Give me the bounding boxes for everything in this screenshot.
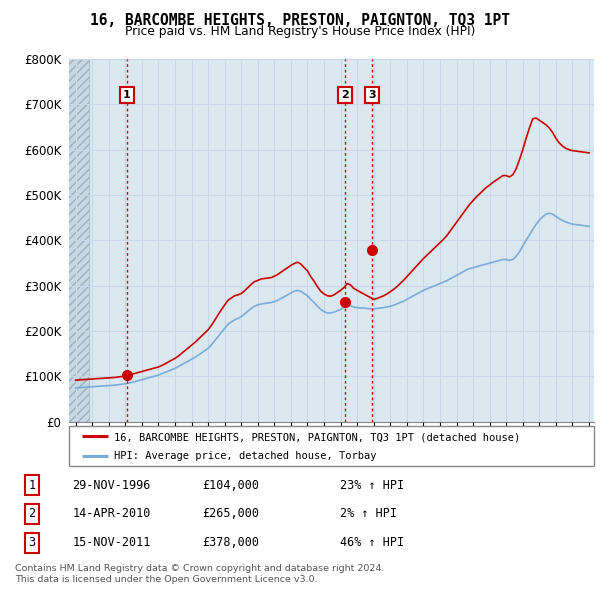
Text: £378,000: £378,000 [202, 536, 259, 549]
Text: Contains HM Land Registry data © Crown copyright and database right 2024.: Contains HM Land Registry data © Crown c… [15, 564, 385, 573]
Text: 2% ↑ HPI: 2% ↑ HPI [340, 507, 397, 520]
FancyBboxPatch shape [69, 426, 594, 466]
Text: 1: 1 [29, 478, 36, 491]
Text: 15-NOV-2011: 15-NOV-2011 [73, 536, 151, 549]
Text: 3: 3 [368, 90, 376, 100]
Text: This data is licensed under the Open Government Licence v3.0.: This data is licensed under the Open Gov… [15, 575, 317, 584]
Text: Price paid vs. HM Land Registry's House Price Index (HPI): Price paid vs. HM Land Registry's House … [125, 25, 475, 38]
Text: HPI: Average price, detached house, Torbay: HPI: Average price, detached house, Torb… [113, 451, 376, 461]
Text: 29-NOV-1996: 29-NOV-1996 [73, 478, 151, 491]
Text: 1: 1 [123, 90, 131, 100]
Text: 23% ↑ HPI: 23% ↑ HPI [340, 478, 404, 491]
Text: £265,000: £265,000 [202, 507, 259, 520]
Text: 2: 2 [341, 90, 349, 100]
Text: 16, BARCOMBE HEIGHTS, PRESTON, PAIGNTON, TQ3 1PT (detached house): 16, BARCOMBE HEIGHTS, PRESTON, PAIGNTON,… [113, 432, 520, 442]
Text: 3: 3 [29, 536, 36, 549]
Text: 46% ↑ HPI: 46% ↑ HPI [340, 536, 404, 549]
Text: 14-APR-2010: 14-APR-2010 [73, 507, 151, 520]
Bar [67, 14, 89, 422]
Text: 16, BARCOMBE HEIGHTS, PRESTON, PAIGNTON, TQ3 1PT: 16, BARCOMBE HEIGHTS, PRESTON, PAIGNTON,… [90, 13, 510, 28]
Text: £104,000: £104,000 [202, 478, 259, 491]
Text: 2: 2 [29, 507, 36, 520]
